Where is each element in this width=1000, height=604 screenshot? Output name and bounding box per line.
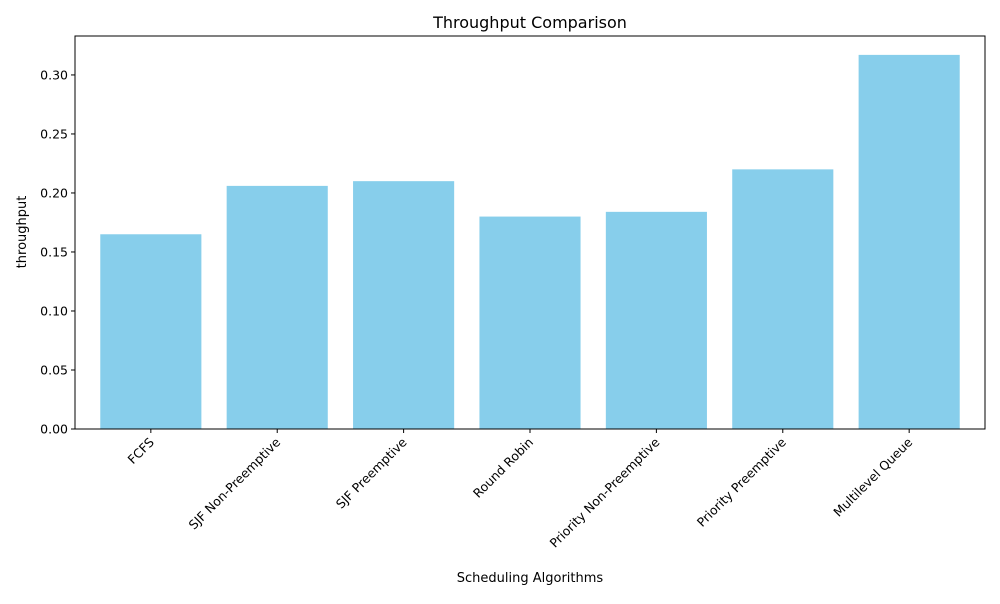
x-tick-label: Multilevel Queue [830, 434, 915, 519]
bar-4 [605, 211, 707, 429]
y-tick-label: 0.05 [40, 362, 68, 377]
y-tick-label: 0.30 [40, 67, 68, 82]
y-tick-label: 0.20 [40, 185, 68, 200]
bar-0 [100, 234, 202, 429]
x-tick-label: SJF Non-Preemptive [186, 434, 284, 532]
y-tick-label: 0.00 [40, 422, 68, 437]
x-tick-label: FCFS [125, 434, 157, 466]
y-axis-label: throughput [15, 196, 30, 269]
x-tick-label: Priority Preemptive [694, 434, 789, 529]
bar-6 [858, 54, 960, 430]
y-tick-label: 0.25 [40, 126, 68, 141]
bar-1 [226, 185, 328, 429]
y-tick-label: 0.10 [40, 303, 68, 318]
x-tick-label: Round Robin [470, 435, 536, 501]
y-axis-ticks: 0.00 0.05 0.10 0.15 0.20 0.25 0.30 [40, 67, 75, 437]
x-axis-label: Scheduling Algorithms [457, 571, 604, 586]
chart-title: Throughput Comparison [432, 13, 627, 32]
bar-2 [353, 181, 455, 429]
plot-frame [74, 35, 986, 430]
bar-5 [732, 169, 834, 430]
x-axis-ticks: FCFS SJF Non-Preemptive SJF Preemptive Roun… [125, 429, 915, 551]
x-tick-label: Priority Non-Preemptive [547, 434, 663, 550]
bar-3 [479, 216, 581, 429]
bars-group [100, 54, 960, 430]
y-tick-label: 0.15 [40, 244, 68, 259]
x-tick-label: SJF Preemptive [333, 434, 410, 511]
